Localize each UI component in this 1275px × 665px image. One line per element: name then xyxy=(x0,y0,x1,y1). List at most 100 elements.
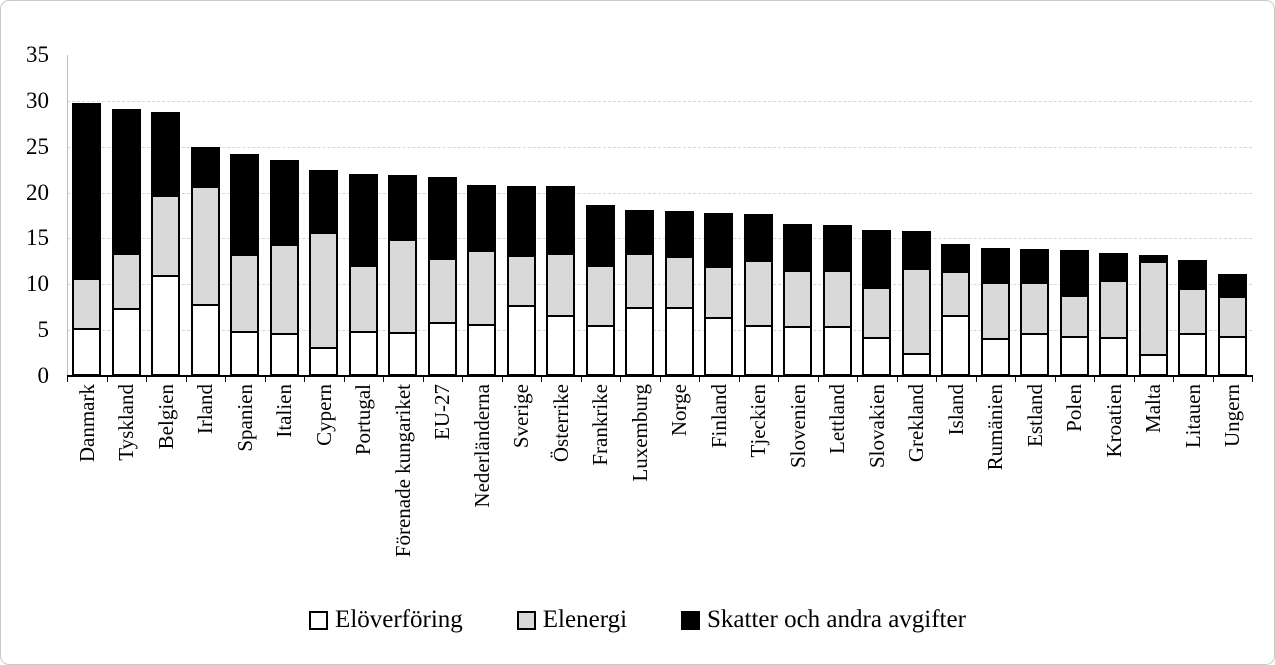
bar-segment-skatter-6 xyxy=(309,169,339,235)
gridline-25 xyxy=(67,146,1252,148)
bar-segment-skatter-22 xyxy=(941,243,971,275)
x-axis-tick xyxy=(857,376,858,382)
x-axis-label-0: Danmark xyxy=(74,384,99,463)
legend-swatch-elenergi xyxy=(516,610,536,630)
x-axis-tick xyxy=(580,376,582,382)
bar-segment-elenergi-10 xyxy=(467,252,497,326)
x-axis-label-8: Förenade kungariket xyxy=(390,384,415,558)
bar-segment-skatter-4 xyxy=(230,154,260,257)
bar-segment-elenergi-20 xyxy=(862,288,892,340)
bar-segment-elenergi-24 xyxy=(1020,284,1050,335)
legend-label-elenergi: Elenergi xyxy=(542,606,628,633)
x-axis-tick xyxy=(67,376,68,382)
bar-segment-elenergi-21 xyxy=(901,269,931,356)
legend-item-elenergi: Elenergi xyxy=(516,605,628,635)
bar-segment-skatter-3 xyxy=(190,146,220,189)
x-axis-tick xyxy=(817,376,819,382)
x-axis-label-6: Cypern xyxy=(311,384,336,446)
x-axis-tick xyxy=(1054,376,1056,382)
x-axis-label-1: Tyskland xyxy=(114,384,139,461)
x-axis-tick xyxy=(659,376,661,382)
bar-segment-eloverforing-19 xyxy=(822,326,852,376)
chart-legend: Elöverföring Elenergi Skatter och andra … xyxy=(1,605,1274,635)
bar-segment-eloverforing-11 xyxy=(506,305,536,376)
bar-segment-elenergi-9 xyxy=(427,259,457,324)
x-axis-tick xyxy=(620,376,621,382)
x-axis-label-18: Slovenien xyxy=(785,384,810,468)
bar-segment-elenergi-3 xyxy=(190,187,220,306)
bar-segment-eloverforing-4 xyxy=(230,331,260,376)
x-axis-label-26: Kroatien xyxy=(1101,384,1126,458)
legend-item-skatter: Skatter och andra avgifter xyxy=(681,605,966,635)
bar-segment-elenergi-29 xyxy=(1217,298,1247,338)
bar-segment-elenergi-5 xyxy=(269,245,299,335)
bar-segment-elenergi-6 xyxy=(309,233,339,349)
x-axis-tick xyxy=(304,376,305,382)
bar-segment-eloverforing-5 xyxy=(269,332,299,376)
bar-segment-skatter-17 xyxy=(743,213,773,264)
x-axis-label-14: Luxemburg xyxy=(627,384,652,482)
bar-segment-eloverforing-6 xyxy=(309,346,339,376)
x-axis-label-5: Italien xyxy=(272,384,297,438)
bar-segment-skatter-13 xyxy=(585,205,615,268)
y-axis-tick-label: 20 xyxy=(26,179,49,205)
x-axis-tick xyxy=(1015,376,1016,382)
bar-segment-eloverforing-10 xyxy=(467,323,497,376)
legend-item-eloverforing: Elöverföring xyxy=(309,605,463,635)
x-axis-label-20: Slovakien xyxy=(864,384,889,468)
bar-segment-elenergi-7 xyxy=(348,266,378,334)
bar-segment-elenergi-17 xyxy=(743,262,773,327)
bar-segment-eloverforing-8 xyxy=(388,331,418,376)
bar-segment-eloverforing-20 xyxy=(862,337,892,376)
x-axis-tick xyxy=(1173,376,1174,382)
bar-segment-skatter-5 xyxy=(269,160,299,247)
bar-segment-eloverforing-25 xyxy=(1059,335,1089,376)
y-axis-tick-label: 5 xyxy=(37,317,50,343)
legend-swatch-eloverforing xyxy=(309,610,329,630)
x-axis-label-7: Portugal xyxy=(351,384,376,456)
legend-label-skatter: Skatter och andra avgifter xyxy=(707,606,966,633)
bar-segment-eloverforing-3 xyxy=(190,303,220,376)
x-axis-tick xyxy=(462,376,463,382)
bar-segment-eloverforing-29 xyxy=(1217,335,1247,376)
bar-segment-skatter-14 xyxy=(625,209,655,256)
gridline-30 xyxy=(67,100,1252,102)
bar-segment-skatter-2 xyxy=(151,111,181,199)
bar-segment-eloverforing-21 xyxy=(901,353,931,376)
bar-segment-skatter-1 xyxy=(111,109,141,256)
x-axis-label-12: Österrike xyxy=(548,384,573,463)
y-axis-tick-label: 35 xyxy=(26,42,49,67)
bar-segment-elenergi-18 xyxy=(783,272,813,329)
bar-segment-eloverforing-27 xyxy=(1138,353,1168,376)
bar-segment-eloverforing-28 xyxy=(1178,332,1208,376)
gridline-15 xyxy=(67,238,1252,240)
x-axis-tick xyxy=(975,376,977,382)
x-axis-label-11: Sverige xyxy=(509,384,534,449)
bar-segment-skatter-25 xyxy=(1059,250,1089,299)
x-axis-label-2: Belgien xyxy=(153,384,178,450)
x-axis-tick xyxy=(343,376,345,382)
x-axis-tick xyxy=(699,376,700,382)
bar-segment-skatter-23 xyxy=(980,247,1010,286)
y-axis-tick-label: 30 xyxy=(26,87,49,113)
x-axis-label-9: EU-27 xyxy=(430,384,455,440)
x-axis-tick xyxy=(1094,376,1095,382)
x-axis-tick xyxy=(896,376,898,382)
x-axis-label-27: Malta xyxy=(1141,384,1166,433)
bar-segment-eloverforing-7 xyxy=(348,331,378,376)
bar-segment-eloverforing-23 xyxy=(980,338,1010,376)
bar-segment-elenergi-13 xyxy=(585,266,615,327)
x-axis-tick xyxy=(106,376,108,382)
x-axis-label-25: Polen xyxy=(1062,384,1087,432)
bar-segment-elenergi-1 xyxy=(111,254,141,311)
bar-segment-elenergi-12 xyxy=(546,254,576,318)
bar-segment-elenergi-22 xyxy=(941,273,971,318)
gridline-10 xyxy=(67,284,1252,286)
bar-segment-skatter-8 xyxy=(388,175,418,243)
bar-segment-elenergi-11 xyxy=(506,256,536,308)
bar-segment-skatter-28 xyxy=(1178,259,1208,291)
bar-segment-elenergi-8 xyxy=(388,241,418,334)
x-axis-tick xyxy=(778,376,779,382)
x-axis-tick xyxy=(936,376,937,382)
